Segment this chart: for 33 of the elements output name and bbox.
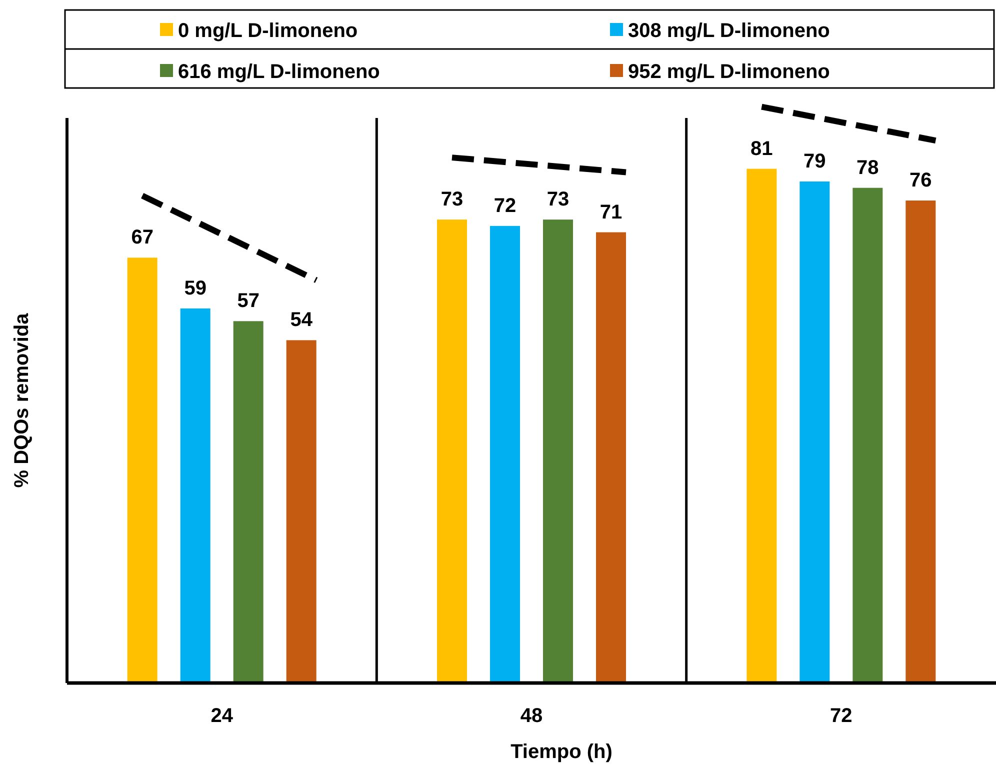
data-label: 73 bbox=[440, 188, 464, 211]
bar bbox=[746, 168, 777, 683]
y-axis-title: % DQOs removida bbox=[11, 312, 33, 488]
data-label: 57 bbox=[237, 290, 260, 312]
data-label: 59 bbox=[184, 277, 206, 300]
legend-label: 952 mg/L D-limoneno bbox=[628, 61, 830, 83]
data-label: 79 bbox=[804, 150, 826, 172]
x-tick-label: 72 bbox=[830, 705, 852, 727]
data-label: 81 bbox=[750, 138, 773, 160]
bar bbox=[437, 220, 467, 683]
bar bbox=[286, 340, 316, 683]
legend-label: 0 mg/L D-limoneno bbox=[178, 20, 358, 42]
bar bbox=[596, 232, 626, 683]
data-label: 76 bbox=[910, 170, 932, 192]
x-tick-label: 48 bbox=[520, 705, 543, 727]
data-label: 71 bbox=[600, 201, 622, 224]
x-tick-label: 24 bbox=[210, 705, 234, 727]
bar bbox=[233, 321, 264, 683]
x-axis-title: Tiempo (h) bbox=[510, 741, 612, 763]
data-label: 54 bbox=[290, 309, 314, 332]
bar bbox=[800, 181, 830, 683]
bar bbox=[543, 220, 573, 683]
bar bbox=[852, 188, 883, 683]
data-label: 67 bbox=[131, 226, 154, 249]
legend-label: 308 mg/L D-limoneno bbox=[628, 20, 830, 42]
legend-label: 616 mg/L D-limoneno bbox=[178, 61, 380, 83]
data-label: 73 bbox=[546, 188, 570, 211]
data-label: 78 bbox=[856, 156, 879, 179]
bar bbox=[490, 226, 520, 683]
bar bbox=[127, 258, 158, 683]
data-label: 72 bbox=[494, 194, 516, 217]
bar bbox=[180, 308, 210, 683]
bar bbox=[906, 200, 936, 683]
